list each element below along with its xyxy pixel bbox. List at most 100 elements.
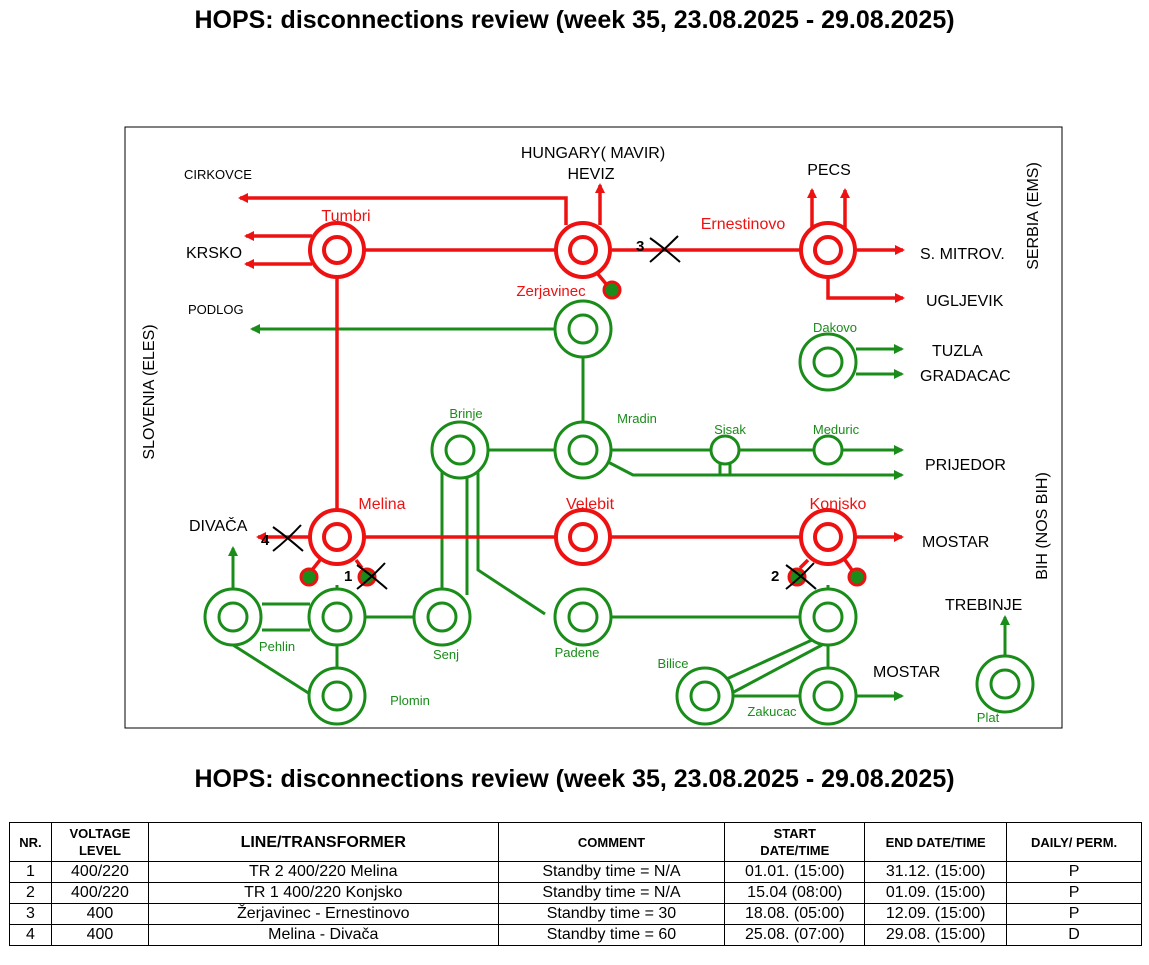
header-comment: COMMENT	[497, 822, 726, 862]
label-pehlin: Pehlin	[259, 639, 295, 654]
cell-comment: Standby time = N/A	[497, 882, 726, 904]
cell-type: P	[1006, 861, 1142, 883]
label-zerjavinec: Zerjavinec	[516, 283, 586, 300]
table-row: 1 400/220 TR 2 400/220 Melina Standby ti…	[9, 861, 1142, 883]
header-end-text: END DATE/TIME	[885, 834, 986, 850]
station-sisak	[709, 434, 741, 466]
station-bilice-inner	[689, 680, 721, 712]
zerjavinec-tr-link	[595, 271, 609, 287]
header-line: LINE/TRANSFORMER	[147, 822, 499, 862]
cell-voltage: 400	[50, 924, 149, 946]
transformer-konjsko-tr1	[787, 567, 807, 587]
melina-tr2-red	[310, 558, 322, 572]
label-mostar-400: MOSTAR	[922, 534, 989, 551]
label-konjsko: Konjsko	[810, 496, 867, 513]
label-ernestinovo: Ernestinovo	[701, 216, 786, 233]
label-slovenia: SLOVENIA (ELES)	[141, 324, 158, 459]
station-labels-220kv: Dakovo Brinje Mradin Sisak Meduric Pehli…	[259, 320, 1000, 725]
label-tumbri: Tumbri	[321, 208, 370, 225]
station-plat-inner	[989, 668, 1021, 700]
label-senj: Senj	[433, 647, 459, 662]
cell-end: 29.08. (15:00)	[864, 924, 1008, 946]
header-daily: DAILY/ PERM.	[1006, 822, 1142, 862]
transformer-melina-tr2	[299, 567, 319, 587]
table-title: HOPS: disconnections review (week 35, 23…	[194, 765, 955, 793]
label-velebit: Velebit	[566, 496, 615, 513]
header-comment-text: COMMENT	[577, 834, 646, 850]
border-labels: HUNGARY( MAVIR) SLOVENIA (ELES) SERBIA (…	[141, 145, 1051, 580]
header-line-text: LINE/TRANSFORMER	[240, 833, 406, 851]
cell-start: 25.08. (07:00)	[724, 924, 866, 946]
label-serbia: SERBIA (EMS)	[1025, 162, 1042, 270]
cell-line: Melina - Divača	[147, 924, 499, 946]
cell-start: 01.01. (15:00)	[724, 861, 866, 883]
station-konjsko-220-inner	[812, 601, 844, 633]
label-sisak: Sisak	[714, 422, 746, 437]
konjsko-tr1-red	[798, 558, 810, 570]
station-mradin-inner	[567, 434, 599, 466]
cross-icon-1	[356, 562, 388, 590]
line-konjsko-bilice-2	[729, 643, 823, 696]
label-bilice: Bilice	[657, 656, 688, 671]
label-melina: Melina	[358, 496, 405, 513]
line-zerjavinec-cirkovce	[238, 193, 568, 225]
marker-4: 4	[261, 532, 270, 549]
label-pecs: PECS	[807, 162, 851, 179]
header-nr-text: NR.	[19, 834, 42, 850]
line-ernestinovo-ugljevik	[826, 278, 905, 303]
stations-220kv	[203, 299, 1035, 726]
label-cirkovce: CIRKOVCE	[184, 167, 252, 182]
label-ugljevik: UGLJEVIK	[926, 293, 1004, 310]
cell-end: 12.09. (15:00)	[864, 903, 1008, 925]
lines-400kv	[238, 183, 905, 572]
station-senj-inner	[426, 601, 458, 633]
marker-numbers: 3 4 1 2	[261, 238, 779, 585]
station-brinje-inner	[444, 434, 476, 466]
line-pehlin-plomin	[232, 643, 311, 696]
transformer-zerjavinec	[602, 280, 622, 300]
cross-icon-2	[785, 562, 817, 590]
station-padene-inner	[567, 601, 599, 633]
station-konjsko-inner	[813, 522, 843, 552]
diagram-frame	[124, 126, 1063, 729]
label-padene: Padene	[555, 645, 600, 660]
table-row: 3 400 Žerjavinec - Ernestinovo Standby t…	[9, 903, 1142, 925]
station-ernestinovo-inner	[813, 235, 843, 265]
station-melina-inner	[322, 522, 352, 552]
cell-comment: Standby time = 30	[497, 903, 726, 925]
konjsko-tr2-red	[843, 558, 854, 572]
label-brinje: Brinje	[449, 406, 482, 421]
disconnections-table: NR. VOLTAGE LEVEL LINE/TRANSFORMER COMMEN…	[9, 822, 1142, 946]
label-meduric: Meduric	[813, 422, 860, 437]
cell-voltage: 400	[50, 903, 149, 925]
label-zakucac: Zakucac	[747, 704, 797, 719]
label-tuzla: TUZLA	[932, 343, 983, 360]
station-pehlin-inner	[217, 601, 249, 633]
transformer-melina-tr1	[357, 567, 377, 587]
label-heviz: HEVIZ	[567, 166, 614, 183]
marker-3: 3	[636, 238, 644, 255]
header-start: START DATE/TIME	[724, 822, 866, 862]
lines-220kv	[228, 324, 1010, 701]
label-trebinje: TREBINJE	[945, 597, 1022, 614]
header-nr: NR.	[9, 822, 52, 862]
header-start-line2: DATE/TIME	[760, 843, 830, 858]
external-labels: CIRKOVCE HEVIZ PECS KRSKO S. MITROV. UGL…	[184, 162, 1022, 681]
station-dakovo-inner	[812, 346, 844, 378]
cell-start: 18.08. (05:00)	[724, 903, 866, 925]
label-krsko: KRSKO	[186, 245, 242, 262]
station-plomin-inner	[321, 680, 353, 712]
station-zerjavinec-220-inner	[567, 313, 599, 345]
cell-type: P	[1006, 903, 1142, 925]
table-header-row: NR. VOLTAGE LEVEL LINE/TRANSFORMER COMMEN…	[9, 822, 1142, 862]
label-dakovo: Dakovo	[813, 320, 857, 335]
transformer-markers	[299, 280, 867, 587]
disconnection-crosses	[272, 235, 817, 590]
label-gradacac: GRADACAC	[920, 368, 1011, 385]
cell-type: P	[1006, 882, 1142, 904]
label-plat: Plat	[977, 710, 1000, 725]
station-velebit-inner	[568, 522, 598, 552]
cell-nr: 3	[9, 903, 52, 925]
cell-nr: 2	[9, 882, 52, 904]
header-voltage-line2: LEVEL	[78, 843, 121, 858]
